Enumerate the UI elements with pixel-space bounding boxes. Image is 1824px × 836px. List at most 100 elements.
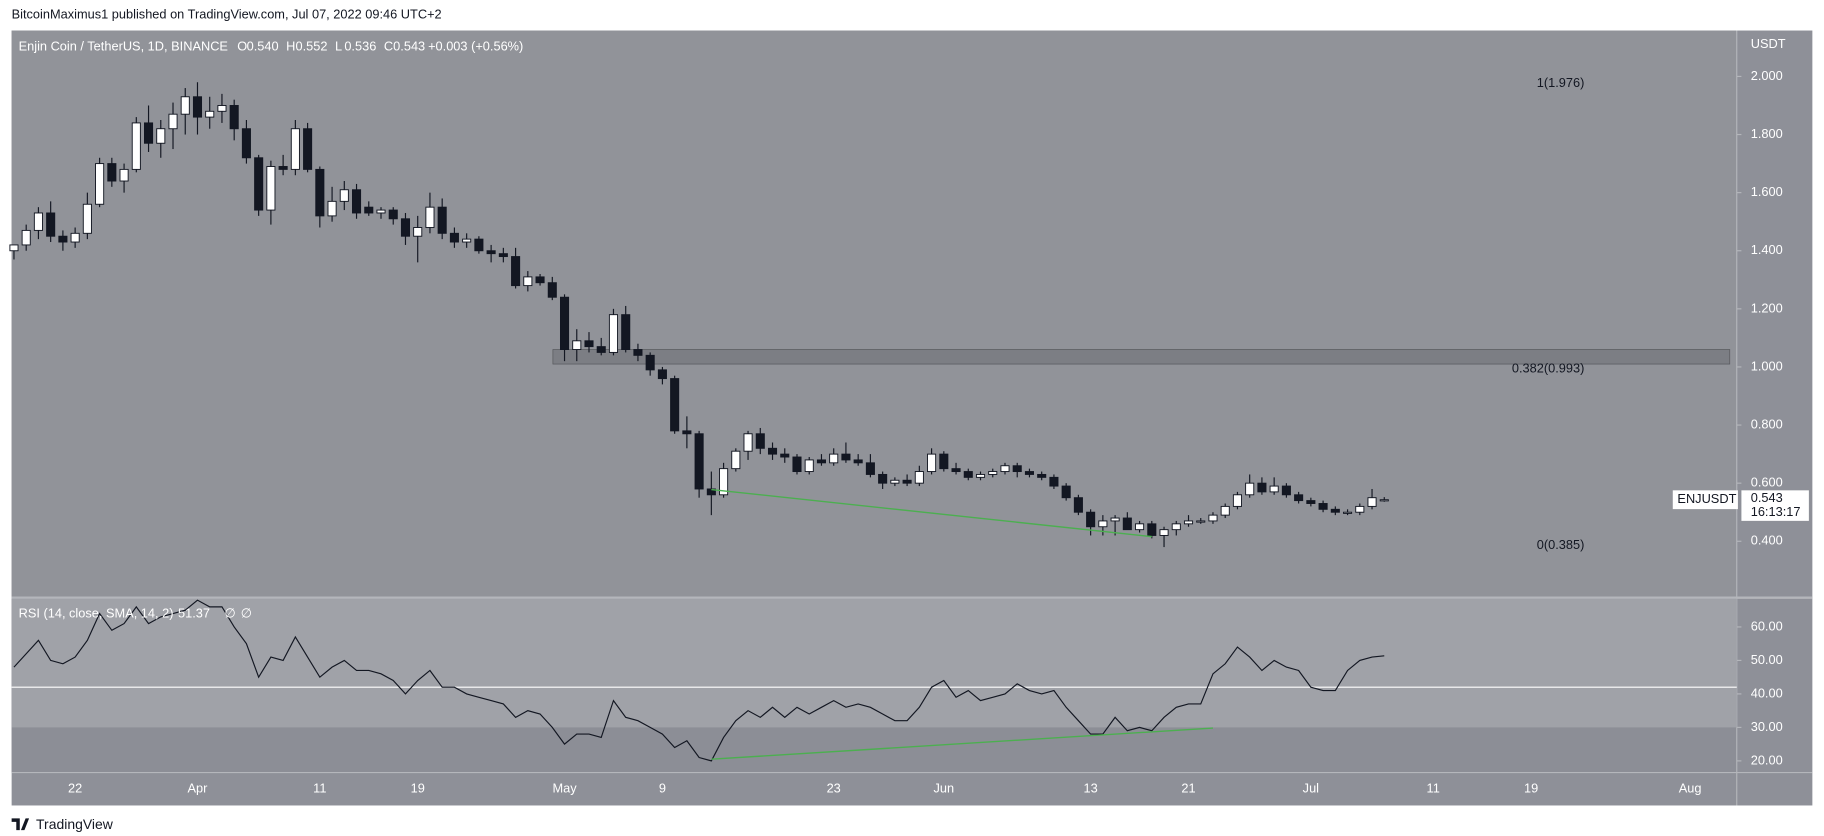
candle-body xyxy=(890,479,900,484)
fib-label: 0.382(0.993) xyxy=(1512,360,1585,375)
y-tick-label: 0.600 xyxy=(1751,475,1783,490)
candle-body xyxy=(205,110,215,118)
y-tick-label: 1.400 xyxy=(1751,242,1783,257)
candle-body xyxy=(988,471,998,475)
x-tick-label: May xyxy=(552,780,577,795)
candle-body xyxy=(327,200,337,217)
rsi-band xyxy=(11,598,1737,728)
y-tick-label: 1.000 xyxy=(1751,358,1783,373)
rsi-nan: ∅ xyxy=(241,605,252,620)
candle-body xyxy=(1049,476,1059,487)
candle-body xyxy=(364,206,374,214)
candle-body xyxy=(670,378,680,432)
candle-body xyxy=(853,459,863,464)
rsi-value: 51.37 xyxy=(178,605,210,620)
candle-body xyxy=(449,232,459,243)
candle-body xyxy=(694,433,704,490)
ohlc-key: L xyxy=(335,38,342,53)
trend-line xyxy=(711,488,1152,538)
x-tick-label: 21 xyxy=(1181,780,1195,795)
candle-body xyxy=(975,473,986,478)
x-tick-label: 23 xyxy=(827,780,841,795)
rsi-nan: ∅ xyxy=(225,605,236,620)
candle-body xyxy=(1147,523,1157,536)
tv-logo xyxy=(11,818,30,831)
candle-body xyxy=(1183,520,1194,525)
candle-body xyxy=(902,479,912,484)
candle-body xyxy=(1171,523,1181,531)
y-tick-label: 50.00 xyxy=(1751,652,1783,667)
candle-body xyxy=(400,218,411,237)
candle-body xyxy=(1343,511,1353,514)
last-price-box xyxy=(1741,490,1809,521)
ohlc-value: 0.552 xyxy=(295,38,327,53)
candle-body xyxy=(217,105,227,112)
candle-body xyxy=(1159,529,1169,536)
x-tick-label: Jul xyxy=(1303,780,1319,795)
publisher: BitcoinMaximus1 published on TradingView… xyxy=(12,7,442,22)
candle-body xyxy=(144,122,154,144)
candle-body xyxy=(46,212,56,237)
resistance-zone xyxy=(552,349,1731,365)
candle-body xyxy=(743,433,753,452)
candle-body xyxy=(1330,508,1340,513)
plot-layer: 0.400 0.600 0.800 1.000 1.200 1.400 1.600 1.800… xyxy=(9,36,1809,795)
candle-body xyxy=(229,105,239,130)
candle-body xyxy=(963,471,973,478)
countdown: 16:13:17 xyxy=(1751,504,1801,519)
candle-body xyxy=(951,468,961,473)
y-tick-label: 40.00 xyxy=(1751,685,1783,700)
candle-body xyxy=(1281,485,1291,496)
candle-body xyxy=(339,189,349,202)
candle-body xyxy=(1098,520,1108,528)
candle-body xyxy=(804,459,814,473)
candle-body xyxy=(719,468,729,496)
candle-body xyxy=(865,462,875,475)
x-tick-label: Aug xyxy=(1679,780,1702,795)
y-tick-label: 30.00 xyxy=(1751,719,1783,734)
symbol-label: ENJUSDT xyxy=(1677,491,1736,506)
candle-body xyxy=(1110,517,1120,522)
rsi-title: RSI (14, close, SMA, 14, 2) xyxy=(19,605,174,620)
candle-body xyxy=(1232,494,1242,507)
y-tick-label: 20.00 xyxy=(1751,752,1783,767)
y-axis-unit: USDT xyxy=(1751,36,1786,51)
candle-body xyxy=(278,166,288,170)
candle-body xyxy=(388,209,398,220)
candle-body xyxy=(119,168,129,182)
candle-body xyxy=(927,453,937,473)
candle-body xyxy=(792,456,802,473)
y-tick-label: 0.400 xyxy=(1751,533,1783,548)
candle-body xyxy=(535,276,545,284)
candle-body xyxy=(376,209,386,214)
candle-body xyxy=(33,212,43,231)
candle-body xyxy=(816,459,827,464)
symbol-title: Enjin Coin / TetherUS, 1D, BINANCE xyxy=(19,38,229,53)
candle-body xyxy=(1294,494,1304,502)
x-tick-label: 19 xyxy=(1524,780,1538,795)
ohlc-key: C xyxy=(384,38,393,53)
candle-body xyxy=(498,253,508,258)
ohlc-value: 0.540 xyxy=(247,38,279,53)
candle-body xyxy=(547,282,557,298)
y-tick-label: 1.800 xyxy=(1751,126,1783,141)
logo-mark xyxy=(11,818,30,831)
candle-body xyxy=(266,166,276,211)
candle-body xyxy=(156,128,166,144)
y-tick-label: 2.000 xyxy=(1751,68,1783,83)
candle-body xyxy=(706,488,716,496)
candle-body xyxy=(1245,482,1255,496)
candle-body xyxy=(95,163,105,205)
candle-body xyxy=(1318,503,1328,510)
candle-body xyxy=(413,227,423,237)
ohlc-key: H xyxy=(286,38,295,53)
candle-body xyxy=(1379,499,1389,502)
x-tick-label: Jun xyxy=(934,780,955,795)
x-tick-label: Apr xyxy=(188,780,209,795)
y-tick-label: 60.00 xyxy=(1751,618,1783,633)
x-tick-label: 13 xyxy=(1084,780,1098,795)
candle-body xyxy=(1220,505,1230,516)
candle-body xyxy=(645,354,655,371)
